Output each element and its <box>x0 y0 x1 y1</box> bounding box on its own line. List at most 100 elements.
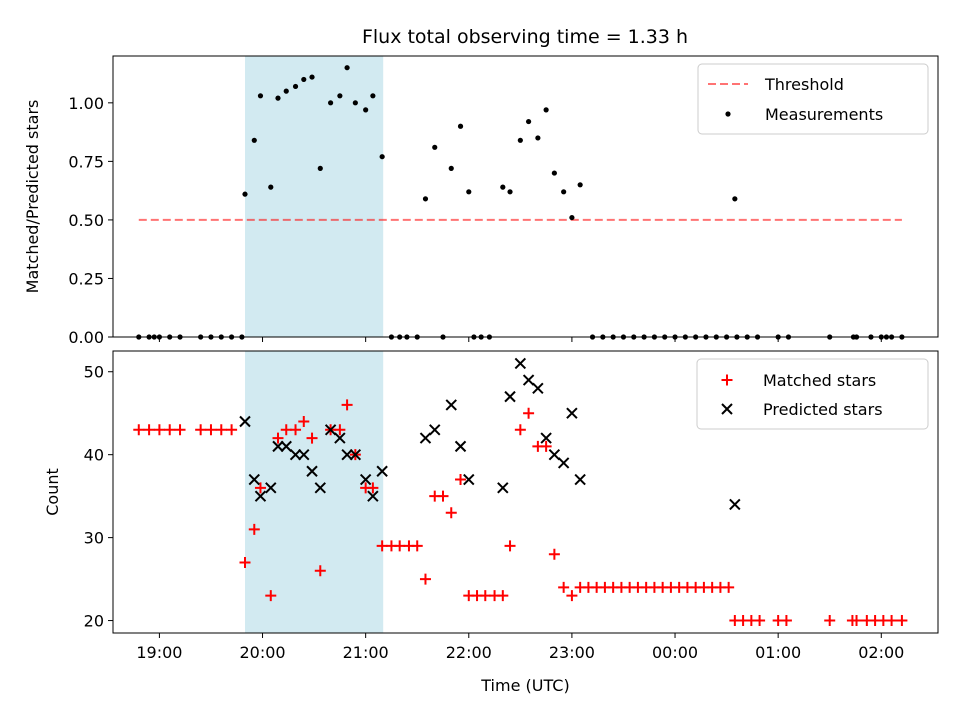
measurement-point <box>251 137 257 143</box>
predicted-star-point <box>306 465 318 477</box>
measurement-point <box>507 189 513 195</box>
measurement-point <box>327 100 334 106</box>
x-tick-label: 22:00 <box>446 643 492 662</box>
predicted-star-point <box>574 473 586 486</box>
measurement-point <box>422 196 429 202</box>
predicted-star-point <box>359 473 372 486</box>
chart-title: Flux total observing time = 1.33 h <box>362 26 688 48</box>
ratio-y-axis: 0.00 0.25 0.50 0.75 1.00 <box>68 94 113 347</box>
matched-star-point <box>376 540 388 552</box>
ratio-panel-frame <box>112 55 939 338</box>
matched-star-point <box>265 590 277 602</box>
predicted-star-point <box>514 357 527 370</box>
matched-star-point <box>290 424 302 436</box>
predicted-star-point <box>239 415 251 428</box>
y-tick-label: 0.50 <box>68 211 104 230</box>
measurement-point <box>457 123 464 129</box>
measurement-point <box>301 76 307 83</box>
measurement-point <box>500 184 506 190</box>
ratio-panel: 0.00 0.25 0.50 0.75 1.00 Matched/Predicted s… <box>23 55 939 347</box>
predicted-star-point <box>314 482 326 494</box>
matched-star-point <box>523 407 535 419</box>
measurement-point <box>370 93 376 99</box>
x-tick-label: 20:00 <box>239 643 285 662</box>
matched-star-point <box>306 432 318 444</box>
y-tick-label: 1.00 <box>68 94 104 113</box>
matched-star-point <box>411 540 423 552</box>
matched-star-point <box>497 590 509 602</box>
measurement-point <box>257 93 264 99</box>
predicted-star-point <box>504 390 516 403</box>
ratio-x-ticks <box>158 337 882 342</box>
count-y-axis: 20 30 40 50 <box>84 363 113 631</box>
matched-star-point <box>754 615 766 627</box>
y-tick-label: 0.25 <box>68 269 104 288</box>
x-axis-label: Time (UTC) <box>480 676 569 695</box>
measurement-point <box>525 118 532 125</box>
ratio-series <box>136 65 905 340</box>
matched-star-point <box>272 432 284 444</box>
measurement-point <box>309 74 315 80</box>
matched-star-point <box>226 424 238 436</box>
matched-star-point <box>143 424 155 436</box>
predicted-star-point <box>265 482 277 494</box>
predicted-star-point <box>532 382 544 395</box>
predicted-star-point <box>272 440 284 453</box>
matched-star-point <box>280 424 292 436</box>
measurement-point <box>379 154 385 160</box>
matched-star-point <box>548 548 560 560</box>
count-series <box>133 357 908 627</box>
measurement-point <box>344 65 350 71</box>
matched-star-point <box>334 424 346 436</box>
matched-star-point <box>455 474 467 486</box>
count-legend-box <box>696 358 929 430</box>
x-tick-label: 01:00 <box>755 643 801 662</box>
predicted-star-point <box>540 432 552 444</box>
predicted-star-point <box>429 424 441 436</box>
legend-threshold-label: Threshold <box>764 75 844 94</box>
matched-star-point <box>239 557 251 568</box>
predicted-star-point <box>566 407 578 419</box>
matched-star-point <box>195 424 207 436</box>
y-tick-label: 50 <box>84 363 104 382</box>
legend-matched-swatch <box>721 374 733 386</box>
count-y-axis-label: Count <box>43 468 62 516</box>
measurement-point <box>268 184 274 190</box>
predicted-star-point <box>548 448 561 461</box>
predicted-star-point <box>497 482 509 494</box>
predicted-star-point <box>254 490 267 502</box>
measurement-point <box>448 165 454 171</box>
matched-star-point <box>479 590 491 602</box>
predicted-star-point <box>463 473 475 486</box>
matched-star-point <box>341 399 353 411</box>
measurement-point <box>363 107 369 113</box>
measurement-point <box>352 100 358 106</box>
matched-star-point <box>367 482 379 494</box>
legend-measurements-swatch <box>725 111 731 117</box>
legend-matched-label: Matched stars <box>763 371 876 390</box>
predicted-star-point <box>280 440 292 453</box>
matched-star-point <box>174 424 186 436</box>
x-tick-label: 21:00 <box>343 643 389 662</box>
predicted-star-point <box>341 448 353 461</box>
matched-star-point <box>780 615 792 627</box>
ratio-y-axis-label: Matched/Predicted stars <box>23 100 42 294</box>
x-tick-label: 02:00 <box>858 643 904 662</box>
matched-star-point <box>254 482 266 494</box>
matched-star-point <box>445 507 457 519</box>
predicted-star-point <box>367 490 379 502</box>
measurement-point <box>543 107 549 113</box>
predicted-star-point <box>324 424 337 436</box>
matched-star-point <box>514 424 526 436</box>
y-tick-label: 20 <box>84 612 104 631</box>
predicted-star-point <box>522 374 535 386</box>
predicted-star-point <box>248 473 260 486</box>
measurement-point <box>535 135 541 141</box>
matched-star-point <box>164 424 176 436</box>
predicted-star-point <box>419 432 432 444</box>
matched-star-point <box>558 581 570 593</box>
predicted-star-point <box>445 399 457 411</box>
ratio-legend: Threshold Measurements <box>697 63 929 135</box>
predicted-star-point <box>376 465 388 477</box>
